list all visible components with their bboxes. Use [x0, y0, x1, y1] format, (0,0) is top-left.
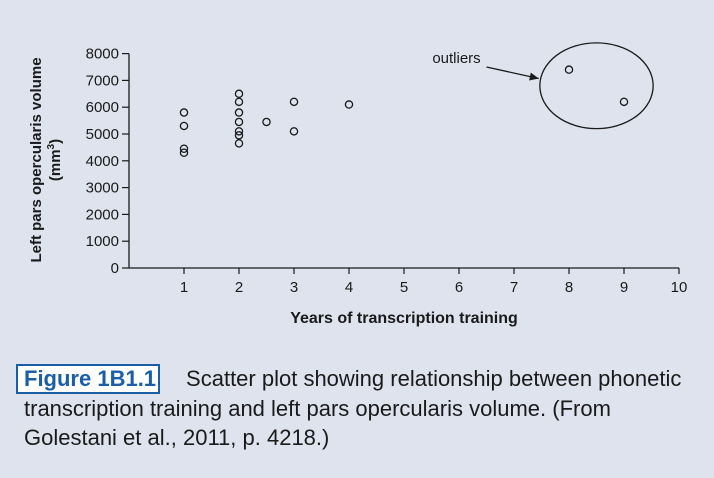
data-point — [234, 117, 244, 127]
y-axis-label-line1: Left pars opercularis volume — [28, 57, 45, 262]
data-point — [289, 127, 299, 136]
figure-caption: Figure 1B1.1 Scatter plot showing relatio… — [16, 364, 694, 452]
x-tick-label: 2 — [235, 279, 243, 296]
x-tick-label: 7 — [510, 279, 518, 296]
annotation-arrow-head — [529, 72, 539, 81]
data-points — [179, 65, 629, 158]
data-point — [262, 117, 271, 127]
data-point — [234, 139, 244, 148]
x-tick-label: 3 — [290, 279, 298, 296]
data-point — [234, 97, 244, 107]
y-tick-label: 6000 — [86, 99, 119, 116]
data-point — [619, 97, 629, 107]
y-axis-ticks: 0 1000 2000 3000 4000 5000 6000 7000 8000 — [86, 46, 129, 277]
x-tick-label: 6 — [455, 279, 463, 296]
y-axis-unit: (mm3) — [46, 139, 64, 181]
x-tick-label: 8 — [565, 279, 573, 296]
x-tick-label: 10 — [671, 279, 688, 296]
x-tick-label: 1 — [180, 279, 188, 296]
scatter-chart: 1 2 3 4 5 6 7 8 9 10 0 1000 2000 3000 4000 5000 6000 700… — [28, 42, 688, 327]
outlier-annotation: outliers — [432, 42, 654, 130]
data-point — [179, 144, 189, 153]
y-unit-base: (mm — [47, 149, 64, 181]
data-point — [179, 121, 189, 131]
x-tick-label: 4 — [345, 279, 353, 296]
data-point — [179, 108, 189, 117]
x-axis-ticks: 1 2 3 4 5 6 7 8 9 10 — [180, 268, 688, 296]
data-point — [564, 65, 574, 74]
figure-label: Figure 1B1.1 — [16, 364, 161, 394]
y-unit-superscript: 3 — [46, 143, 57, 149]
y-tick-label: 4000 — [86, 153, 119, 170]
data-point — [289, 97, 299, 107]
data-point — [234, 131, 244, 140]
y-axis-label: Left pars opercularis volume — [28, 57, 45, 262]
data-point — [179, 148, 189, 158]
y-tick-label: 2000 — [86, 206, 119, 223]
data-point — [344, 100, 354, 109]
data-point — [234, 108, 244, 117]
y-tick-label: 7000 — [86, 72, 119, 89]
caption-text: Scatter plot showing relationship betwee… — [24, 366, 682, 450]
y-tick-label: 0 — [111, 260, 119, 277]
data-point — [234, 127, 244, 136]
annotation-label: outliers — [432, 50, 480, 67]
x-tick-label: 9 — [620, 279, 628, 296]
y-tick-label: 3000 — [86, 180, 119, 197]
outlier-ellipse — [539, 42, 654, 130]
y-unit-close: ) — [47, 139, 64, 144]
y-tick-label: 5000 — [86, 126, 119, 143]
chart-axes — [128, 53, 679, 269]
data-point — [234, 89, 244, 99]
y-tick-label: 8000 — [86, 46, 119, 63]
x-axis-label: Years of transcription training — [290, 310, 518, 327]
x-tick-label: 5 — [400, 279, 408, 296]
y-tick-label: 1000 — [86, 233, 119, 250]
